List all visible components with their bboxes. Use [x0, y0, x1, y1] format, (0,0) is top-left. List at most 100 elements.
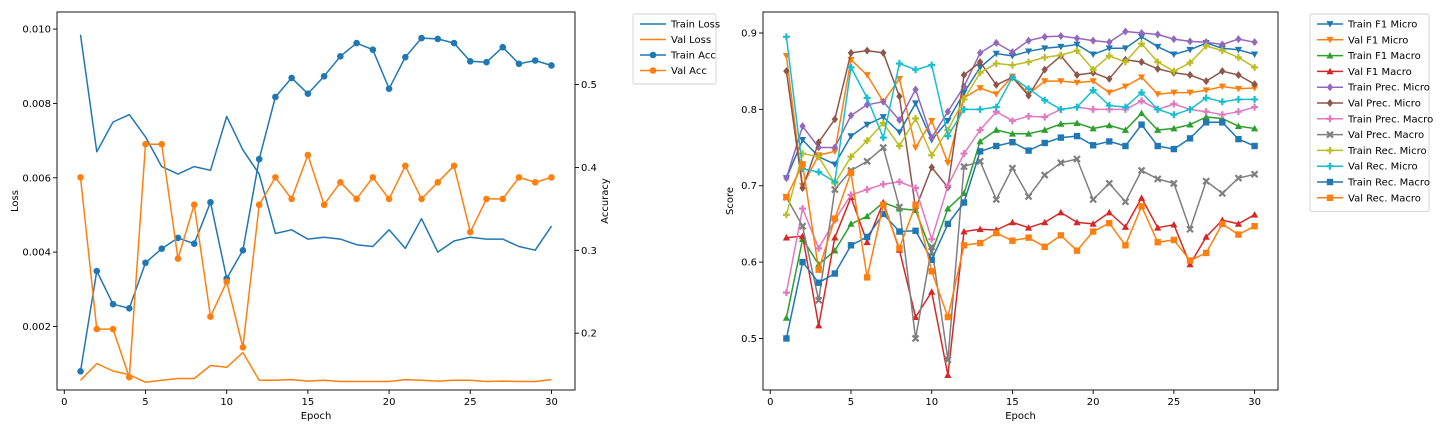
point-train-f1-micro-14 — [992, 50, 1000, 58]
point-train-prec-micro-13 — [976, 48, 984, 57]
point-val-rec-micro-7 — [879, 134, 887, 142]
point-train-prec-macro-13 — [976, 126, 984, 134]
line-train-rec-macro — [785, 121, 1255, 339]
line-val-rec-macro — [785, 163, 1255, 318]
point-train-rec-macro-17 — [1041, 139, 1048, 147]
point-val-rec-micro-28 — [1218, 98, 1226, 106]
point-train-prec-macro-8 — [895, 178, 903, 186]
point-train-rec-micro-22 — [1121, 58, 1129, 66]
point-val-f1-macro-30 — [1250, 211, 1259, 218]
line-val-f1-micro — [785, 55, 1255, 187]
point-val-f1-macro-4 — [831, 234, 839, 241]
point-train-rec-macro-18 — [1057, 134, 1065, 141]
x-tick-label-0: 0 — [767, 397, 773, 408]
point-train-rec-macro-23 — [1138, 121, 1145, 128]
legend: Train Loss Val Loss Train Acc Val Acc — [632, 13, 720, 85]
x-tick-label-25: 25 — [464, 397, 477, 408]
legend-marker-train-rec-micro — [1326, 146, 1334, 154]
x-tick-label-15: 15 — [302, 397, 315, 408]
legend-marker-train-prec-micro — [1326, 83, 1334, 92]
point-train-prec-macro-11 — [944, 182, 952, 190]
point-train-acc-21 — [402, 53, 409, 61]
point-val-f1-micro-13 — [976, 85, 984, 92]
point-val-rec-macro-7 — [880, 201, 887, 209]
legend-entry-val-prec-macro: Val Prec. Macro — [1317, 130, 1424, 141]
point-train-acc-27 — [499, 43, 507, 51]
y-tick-label-0: 0.5 — [741, 334, 757, 345]
point-train-f1-macro-15 — [1008, 130, 1017, 137]
point-train-prec-micro-2 — [799, 122, 806, 131]
point-train-acc-4 — [125, 305, 133, 312]
point-val-rec-macro-28 — [1219, 220, 1226, 228]
point-train-prec-micro-23 — [1138, 29, 1145, 37]
point-train-rec-micro-12 — [960, 95, 968, 103]
point-train-prec-micro-26 — [1186, 37, 1194, 46]
point-train-prec-micro-16 — [1025, 36, 1032, 45]
point-val-f1-macro-6 — [863, 238, 871, 246]
point-train-prec-micro-11 — [944, 107, 952, 116]
plot-frame — [762, 11, 1279, 391]
point-val-rec-macro-26 — [1186, 257, 1194, 264]
point-train-f1-micro-17 — [1041, 45, 1049, 52]
point-val-prec-macro-4 — [831, 185, 839, 194]
point-val-acc-16 — [320, 201, 328, 209]
point-val-f1-micro-8 — [895, 75, 904, 83]
series-train-prec-micro — [783, 27, 1258, 183]
legend-entry-train-rec-micro: Train Rec. Micro — [1317, 146, 1427, 157]
point-train-rec-micro-23 — [1138, 40, 1146, 48]
point-val-prec-macro-17 — [1040, 171, 1049, 179]
point-val-rec-micro-25 — [1170, 111, 1178, 119]
point-val-rec-micro-4 — [831, 178, 839, 186]
point-train-rec-micro-9 — [912, 115, 920, 123]
point-val-f1-micro-28 — [1218, 83, 1226, 91]
point-train-f1-micro-16 — [1024, 48, 1033, 55]
point-val-rec-micro-13 — [976, 105, 984, 113]
point-val-acc-10 — [223, 278, 230, 286]
point-val-f1-micro-21 — [1105, 89, 1113, 97]
legend-entry-train-rec-macro: Train Rec. Macro — [1317, 178, 1430, 189]
point-train-f1-macro-26 — [1186, 121, 1194, 128]
point-val-f1-macro-19 — [1073, 218, 1081, 226]
point-train-f1-micro-2 — [798, 137, 807, 144]
point-val-rec-macro-24 — [1154, 239, 1161, 246]
point-train-acc-7 — [174, 234, 182, 242]
y-tick-label-4: 0.010 — [22, 25, 51, 36]
y-tick-label-1: 0.004 — [22, 248, 51, 259]
line-train-acc — [79, 37, 552, 372]
point-train-prec-micro-20 — [1089, 36, 1097, 45]
legend-marker-train-prec-macro — [1326, 115, 1334, 123]
point-val-rec-macro-16 — [1025, 234, 1032, 241]
point-val-rec-macro-1 — [783, 193, 790, 201]
legend-entry-val-f1-micro: Val F1 Micro — [1317, 35, 1408, 46]
point-train-rec-micro-24 — [1154, 58, 1162, 66]
point-val-f1-micro-24 — [1154, 91, 1162, 98]
point-train-prec-micro-12 — [960, 82, 968, 91]
point-val-acc-7 — [174, 255, 182, 262]
point-val-prec-macro-19 — [1073, 155, 1081, 163]
point-train-f1-micro-18 — [1057, 43, 1065, 51]
point-train-prec-micro-8 — [896, 116, 903, 125]
point-val-acc-5 — [142, 140, 149, 148]
series-train-rec-macro — [783, 119, 1258, 342]
point-val-f1-micro-23 — [1137, 74, 1146, 81]
point-val-rec-micro-6 — [863, 94, 871, 102]
point-val-rec-macro-30 — [1251, 223, 1258, 230]
point-val-acc-6 — [158, 140, 166, 148]
point-train-prec-micro-4 — [831, 143, 839, 152]
point-train-prec-macro-20 — [1089, 105, 1097, 113]
point-val-prec-macro-10 — [927, 243, 936, 251]
point-train-prec-macro-1 — [782, 289, 790, 297]
point-val-rec-macro-6 — [863, 274, 871, 281]
point-val-f1-micro-27 — [1202, 87, 1210, 94]
point-train-rec-macro-9 — [912, 227, 919, 234]
point-train-f1-micro-20 — [1089, 51, 1097, 58]
series-val-acc — [77, 140, 555, 381]
y-tick-label-0: 0.002 — [22, 322, 51, 333]
legend-box — [632, 13, 717, 85]
point-val-f1-macro-11 — [944, 371, 952, 378]
point-train-acc-5 — [142, 259, 149, 267]
line-train-loss — [79, 34, 553, 253]
point-train-prec-macro-5 — [847, 191, 855, 199]
point-train-f1-macro-30 — [1250, 124, 1259, 132]
point-train-acc-17 — [337, 53, 344, 60]
